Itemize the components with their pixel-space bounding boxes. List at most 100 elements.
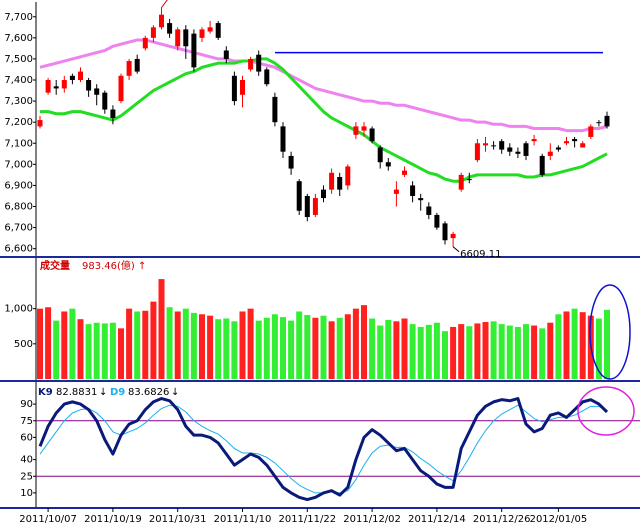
moving-average: [40, 57, 608, 183]
candle-body: [102, 92, 108, 110]
candle-body: [507, 147, 513, 152]
legend-k: K9: [38, 387, 53, 398]
volume-bar: [385, 319, 392, 379]
x-tick-label: 2011/10/07: [19, 514, 77, 525]
volume-bar: [474, 323, 481, 379]
candle-body: [458, 174, 464, 190]
candle-body: [94, 88, 100, 95]
candle-body: [474, 143, 480, 161]
legend-d-value: 83.6826: [128, 387, 169, 398]
volume-bar: [555, 314, 562, 379]
x-tick-label: 2011/11/10: [214, 514, 272, 525]
candle-body: [86, 80, 92, 91]
candle-body: [321, 189, 326, 199]
y-tick-label: 10: [20, 488, 33, 499]
volume-bar: [595, 318, 602, 379]
y-tick-label: 6,800: [4, 202, 33, 213]
annotation-leader: [161, 0, 168, 8]
y-tick-label: 7,000: [4, 159, 33, 170]
candle-body: [555, 147, 561, 150]
volume-bar: [514, 326, 521, 379]
volume-bar: [304, 314, 311, 379]
volume-bar: [69, 308, 76, 379]
candle-body: [45, 80, 51, 93]
volume-bar: [531, 325, 538, 379]
candle-body: [604, 115, 610, 127]
volume-bar: [93, 322, 100, 379]
volume-bar: [320, 315, 327, 379]
candle-body: [288, 155, 294, 169]
candle-body: [118, 75, 124, 102]
candle-body: [523, 143, 529, 156]
volume-bar: [425, 324, 432, 379]
candle-body: [345, 166, 351, 186]
volume-value: 983.46(億) ↑: [82, 259, 146, 272]
y-tick-label: 6,900: [4, 180, 33, 191]
candle-body: [539, 155, 545, 175]
volume-bar: [604, 309, 610, 379]
candle-body: [377, 147, 383, 163]
volume-bar: [174, 311, 181, 379]
candle-body: [572, 139, 578, 142]
legend-d: D9: [110, 387, 125, 398]
moving-average: [39, 38, 608, 133]
candle-body: [393, 189, 399, 194]
y-tick-label: 6,600: [4, 244, 33, 255]
y-tick-label: 7,300: [4, 96, 33, 107]
candle-body: [418, 198, 424, 201]
candle-body: [134, 58, 140, 72]
candle-body: [223, 50, 229, 59]
volume-bar: [401, 318, 408, 379]
candle-body: [329, 172, 335, 190]
legend-d-arrow: ↓: [171, 387, 179, 398]
volume-bar: [53, 320, 60, 379]
legend-k-arrow: ↓: [99, 387, 107, 398]
annotation-leader: [452, 246, 460, 253]
candle-body: [442, 223, 448, 241]
candle-body: [61, 80, 67, 89]
x-tick-label: 2012/01/05: [530, 514, 588, 525]
candle-body: [272, 96, 278, 123]
volume-bar: [450, 326, 457, 379]
candle-body: [78, 71, 83, 81]
volume-bar: [466, 326, 473, 379]
volume-bar: [328, 321, 335, 379]
y-tick-label: 7,700: [4, 12, 33, 23]
highlight-ellipse: [589, 284, 631, 380]
candle-body: [207, 27, 213, 32]
volume-bar: [118, 328, 124, 379]
x-tick-label: 2011/10/19: [84, 514, 142, 525]
volume-bar: [344, 314, 351, 379]
candle-body: [564, 141, 569, 144]
volume-bar: [547, 322, 554, 379]
candle-body: [199, 29, 205, 38]
y-tick-label: 7,400: [4, 75, 33, 86]
volume-bar: [296, 311, 303, 379]
volume-bar: [215, 319, 222, 379]
candle-body: [240, 80, 245, 95]
volume-bar: [409, 324, 416, 379]
volume-bar: [61, 311, 68, 379]
candle-body: [256, 54, 262, 72]
candle-body: [191, 33, 197, 68]
candle-body: [142, 37, 148, 49]
y-tick-label: 60: [20, 432, 33, 443]
volume-bar: [482, 322, 489, 379]
x-tick-label: 2011/11/22: [278, 514, 336, 525]
volume-bar: [442, 331, 448, 379]
volume-bar: [271, 314, 278, 379]
volume-bar: [280, 317, 286, 379]
y-tick-label: 25: [20, 471, 33, 482]
volume-bar: [498, 324, 505, 379]
candle-body: [369, 128, 375, 142]
volume-bar: [158, 279, 165, 379]
candle-body: [361, 126, 367, 131]
volume-bar: [579, 312, 586, 379]
volume-bar: [336, 317, 343, 379]
candle-body: [304, 195, 310, 218]
volume-bar: [231, 321, 238, 379]
volume-bar: [247, 308, 254, 379]
y-tick-label: 500: [14, 339, 33, 350]
y-tick-label: 75: [20, 416, 33, 427]
